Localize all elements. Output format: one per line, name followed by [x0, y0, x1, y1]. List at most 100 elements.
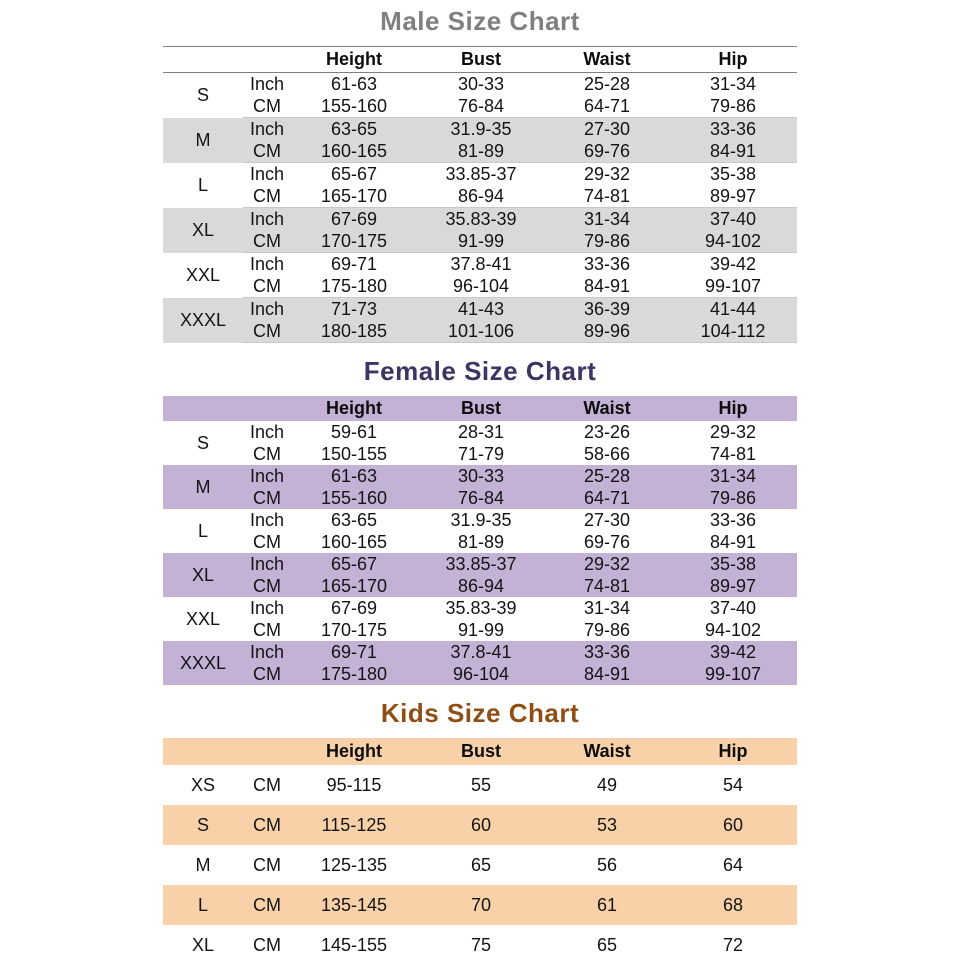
value-cell: 29-32 — [583, 164, 631, 184]
value-cell: 37-40 — [709, 598, 757, 618]
value-cell: 79-86 — [545, 230, 669, 253]
table-row: CM 170-175 91-99 79-86 94-102 — [163, 230, 797, 253]
size-label: XXXL — [163, 641, 243, 685]
male-size-chart-section: Male Size Chart Height Bust Waist Hip S Inch 6… — [163, 6, 797, 343]
value-cell: 99-107 — [669, 275, 797, 298]
value-cell: 72 — [722, 935, 744, 955]
value-cell: 31-34 — [669, 465, 797, 487]
value-cell: 79-86 — [669, 487, 797, 509]
table-row: M Inch 61-63 30-33 25-28 31-34 — [163, 465, 797, 509]
value-cell: 69-71 — [330, 254, 378, 274]
value-cell: 61-63 — [330, 74, 378, 94]
value-cell: 175-180 — [291, 275, 417, 298]
value-cell: 86-94 — [417, 575, 545, 597]
header-spacer — [243, 46, 291, 73]
value-cell: 28-31 — [457, 422, 505, 442]
table-row: CM 170-175 91-99 79-86 94-102 — [163, 619, 797, 641]
value-cell: 37-40 — [669, 207, 797, 230]
value-cell: 71-79 — [457, 444, 505, 464]
unit-label: Inch — [249, 598, 285, 618]
value-cell: 39-42 — [709, 254, 757, 274]
value-cell: 74-81 — [545, 575, 669, 597]
table-row: XS CM 95-115 55 49 54 — [163, 765, 797, 805]
value-cell: 160-165 — [320, 532, 388, 552]
unit-label: Inch — [243, 553, 291, 575]
value-cell: 64 — [722, 855, 744, 875]
table-row: CM 160-165 81-89 69-76 84-91 — [163, 531, 797, 553]
size-label: XL — [163, 207, 243, 253]
unit-label: CM — [253, 775, 281, 795]
value-cell: 125-135 — [320, 855, 388, 875]
value-cell: 99-107 — [669, 663, 797, 685]
value-cell: 180-185 — [291, 320, 417, 343]
size-label: XXL — [185, 609, 221, 629]
table-row: L Inch 65-67 33.85-37 29-32 35-38 — [163, 163, 797, 195]
value-cell: 70 — [417, 885, 545, 925]
value-cell: 75 — [470, 935, 492, 955]
value-cell: 65-67 — [291, 553, 417, 575]
unit-label: Inch — [243, 117, 291, 140]
table-row: XXXL Inch 71-73 41-43 36-39 41-44 — [163, 297, 797, 343]
value-cell: 115-125 — [291, 805, 417, 845]
value-cell: 35-38 — [709, 164, 757, 184]
column-header: Height — [291, 46, 417, 73]
value-cell: 65-67 — [330, 164, 378, 184]
header-spacer — [163, 738, 243, 765]
value-cell: 64-71 — [545, 95, 669, 118]
value-cell: 89-97 — [669, 185, 797, 208]
value-cell: 31-34 — [583, 598, 631, 618]
column-header: Bust — [417, 738, 545, 765]
value-cell: 135-145 — [291, 885, 417, 925]
table-row: XXXL Inch 69-71 37.8-41 33-36 39-42 — [163, 641, 797, 685]
value-cell: 61 — [545, 885, 669, 925]
value-cell: 33.85-37 — [445, 164, 517, 184]
size-label: S — [163, 805, 243, 845]
value-cell: 150-155 — [320, 444, 388, 464]
header-row: Height Bust Waist Hip — [163, 46, 797, 73]
unit-label: Inch — [243, 207, 291, 230]
value-cell: 60 — [669, 805, 797, 845]
column-header: Hip — [669, 46, 797, 73]
female-chart-title: Female Size Chart — [363, 356, 597, 386]
table-row: S Inch 59-61 28-31 23-26 29-32 — [163, 421, 797, 453]
value-cell: 94-102 — [704, 620, 762, 640]
value-cell: 101-106 — [417, 320, 545, 343]
value-cell: 175-180 — [291, 663, 417, 685]
value-cell: 89-96 — [545, 320, 669, 343]
value-cell: 25-28 — [545, 465, 669, 487]
value-cell: 67-69 — [330, 598, 378, 618]
value-cell: 31-34 — [709, 74, 757, 94]
value-cell: 104-112 — [669, 320, 797, 343]
value-cell: 31-34 — [545, 207, 669, 230]
unit-label: CM — [243, 885, 291, 925]
column-header: Bust — [417, 396, 545, 421]
value-cell: 84-91 — [545, 663, 669, 685]
table-row: CM 175-180 96-104 84-91 99-107 — [163, 275, 797, 298]
value-cell: 81-89 — [417, 140, 545, 163]
size-label: XL — [163, 553, 243, 597]
unit-label: CM — [253, 855, 281, 875]
value-cell: 84-91 — [669, 140, 797, 163]
unit-label: Inch — [249, 422, 285, 442]
value-cell: 155-160 — [291, 95, 417, 118]
unit-label: Inch — [249, 254, 285, 274]
value-cell: 170-175 — [291, 230, 417, 253]
value-cell: 84-91 — [545, 275, 669, 298]
value-cell: 30-33 — [417, 465, 545, 487]
male-size-table: Height Bust Waist Hip S Inch 61-63 30-33 25-28 31… — [163, 46, 797, 343]
value-cell: 36-39 — [545, 297, 669, 320]
value-cell: 33-36 — [669, 117, 797, 140]
table-row: CM 150-155 71-79 58-66 74-81 — [163, 443, 797, 465]
header-row: Height Bust Waist Hip — [163, 738, 797, 765]
size-label: M — [163, 465, 243, 509]
table-row: L Inch 63-65 31.9-35 27-30 33-36 — [163, 509, 797, 541]
header-spacer — [243, 396, 291, 421]
value-cell: 145-155 — [320, 935, 388, 955]
value-cell: 95-115 — [326, 775, 382, 795]
value-cell: 67-69 — [291, 207, 417, 230]
value-cell: 74-81 — [709, 444, 757, 464]
column-header: Waist — [545, 46, 669, 73]
value-cell: 74-81 — [545, 185, 669, 208]
value-cell: 33.85-37 — [417, 553, 545, 575]
column-header: Waist — [545, 396, 669, 421]
